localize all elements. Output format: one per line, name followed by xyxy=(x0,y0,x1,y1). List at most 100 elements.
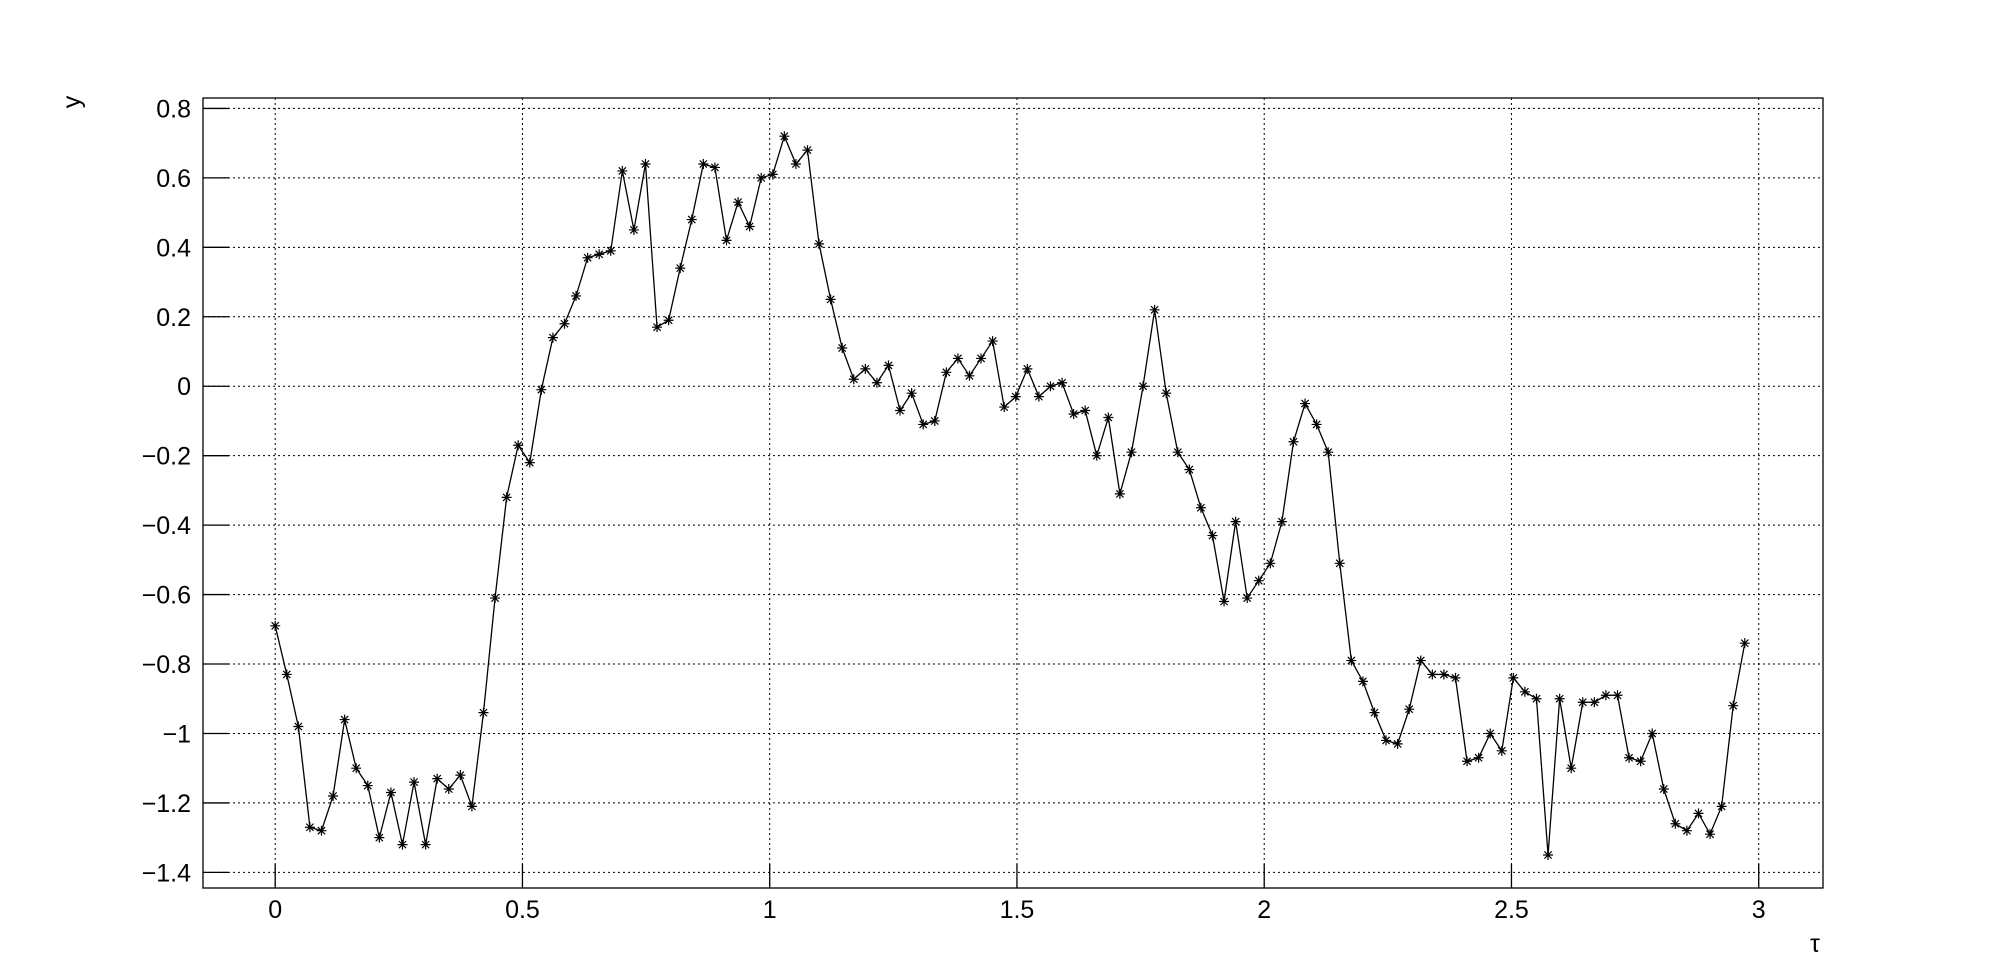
data-point xyxy=(802,145,813,156)
data-point xyxy=(686,214,697,225)
data-point xyxy=(698,158,709,169)
data-point xyxy=(1057,377,1068,388)
data-point xyxy=(756,172,767,183)
data-point xyxy=(663,315,674,326)
data-point xyxy=(1566,763,1577,774)
data-point xyxy=(443,784,454,795)
data-point xyxy=(733,197,744,208)
data-point xyxy=(1635,756,1646,767)
data-point xyxy=(652,322,663,333)
y-tick-label: 0.2 xyxy=(156,304,191,332)
data-point xyxy=(1068,409,1079,419)
data-point xyxy=(1230,516,1241,527)
data-point xyxy=(571,290,582,301)
data-point xyxy=(1288,436,1299,447)
data-point xyxy=(1404,704,1415,715)
data-point xyxy=(1624,752,1635,763)
data-point xyxy=(929,415,940,426)
data-point xyxy=(1369,707,1380,718)
data-point xyxy=(1612,690,1623,701)
x-tick-label: 1 xyxy=(763,896,777,924)
data-point xyxy=(1589,697,1600,708)
data-point xyxy=(1381,735,1392,746)
data-point xyxy=(1519,686,1530,697)
data-point xyxy=(328,790,339,801)
data-point xyxy=(814,238,825,249)
data-point xyxy=(1658,784,1669,795)
data-point xyxy=(721,235,732,246)
data-point xyxy=(675,263,686,274)
data-point xyxy=(1496,745,1507,756)
data-point xyxy=(374,832,385,843)
data-point xyxy=(709,162,720,173)
x-axis-label: τ xyxy=(1810,930,1820,958)
y-tick-label: 0.8 xyxy=(156,95,191,123)
data-point xyxy=(536,384,547,395)
data-point xyxy=(1670,818,1681,829)
data-point xyxy=(617,165,628,176)
data-point xyxy=(270,620,281,631)
data-point xyxy=(1207,530,1218,541)
data-point xyxy=(779,131,790,142)
data-point xyxy=(501,492,512,503)
data-point xyxy=(1265,558,1276,569)
data-point xyxy=(1195,502,1206,513)
data-point xyxy=(1681,825,1692,836)
data-point xyxy=(1705,829,1716,840)
data-point xyxy=(362,780,373,791)
data-point xyxy=(547,332,558,343)
data-point xyxy=(1172,447,1183,458)
data-point xyxy=(825,294,836,305)
y-tick-label: −1 xyxy=(162,720,191,748)
data-point xyxy=(952,353,963,364)
data-point xyxy=(605,245,616,256)
data-point xyxy=(455,770,466,781)
data-point xyxy=(1080,405,1091,416)
x-tick-label: 2 xyxy=(1257,896,1271,924)
data-point xyxy=(490,593,501,604)
y-tick-label: −0.4 xyxy=(142,512,191,540)
y-axis-label: y xyxy=(58,95,86,108)
data-point xyxy=(339,714,350,725)
data-point xyxy=(1114,488,1125,499)
data-point xyxy=(1739,638,1750,649)
data-point xyxy=(1728,700,1739,711)
y-tick-label: 0.6 xyxy=(156,165,191,193)
data-point xyxy=(397,839,408,850)
data-point xyxy=(1219,596,1230,607)
data-point xyxy=(871,377,882,388)
data-point xyxy=(1149,304,1160,315)
data-point xyxy=(895,405,906,416)
data-point xyxy=(987,336,998,347)
data-point xyxy=(1022,363,1033,374)
data-point xyxy=(1427,669,1438,680)
y-tick-label: −0.8 xyxy=(142,651,191,679)
data-point xyxy=(1300,398,1311,409)
data-point xyxy=(918,419,929,430)
x-tick-label: 0.5 xyxy=(505,896,540,924)
data-point xyxy=(1311,419,1322,430)
data-point xyxy=(1554,693,1565,704)
data-point xyxy=(559,318,570,329)
data-point xyxy=(1600,690,1611,701)
data-point xyxy=(1045,381,1056,392)
y-tick-label: 0.4 xyxy=(156,234,191,262)
data-point xyxy=(848,374,859,385)
data-point xyxy=(1438,669,1449,680)
data-point xyxy=(1126,447,1137,458)
data-point xyxy=(976,353,987,364)
data-point xyxy=(1276,516,1287,527)
data-point xyxy=(478,707,489,718)
data-point xyxy=(767,169,778,180)
data-point xyxy=(941,367,952,378)
data-point xyxy=(1543,850,1554,861)
data-point xyxy=(1473,752,1484,763)
data-point xyxy=(1577,697,1588,708)
data-point xyxy=(1508,672,1519,683)
data-point xyxy=(1242,593,1253,604)
y-tick-label: −0.6 xyxy=(142,582,191,610)
data-point xyxy=(837,343,848,354)
data-point xyxy=(1485,728,1496,739)
